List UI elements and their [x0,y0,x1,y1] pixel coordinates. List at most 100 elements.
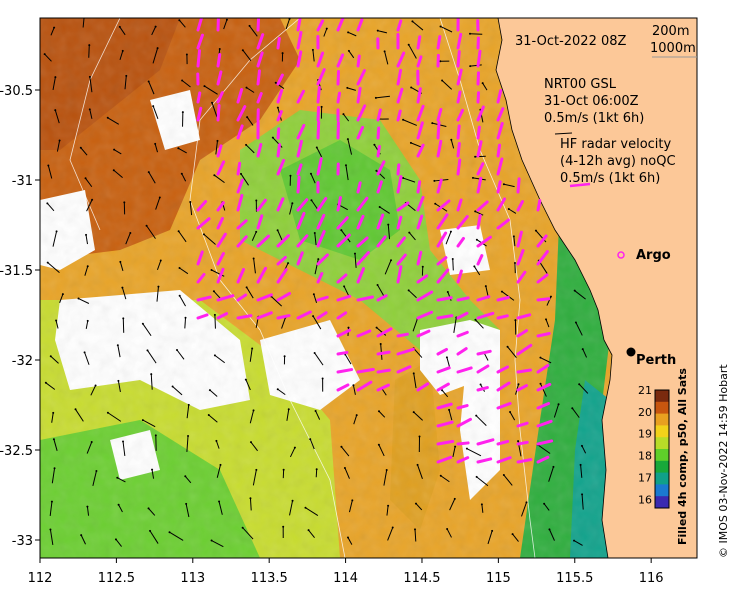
gsl-vector-head [474,155,477,158]
gsl-current-vector [289,203,293,215]
hf-radar-vector [256,311,273,320]
gsl-vector-head [320,105,323,108]
hf-radar-vector [396,87,404,104]
gsl-vector-head [312,293,315,296]
hf-radar-vector [296,175,301,194]
gsl-vector-head [312,315,315,318]
gsl-current-vector [246,87,255,93]
gsl-current-vector [314,232,317,246]
gsl-vector-head [141,322,144,325]
hf-radar-vector [496,296,510,302]
hf-radar-vector [296,123,306,140]
colorbar-swatch [655,425,669,438]
hf-radar-vector [516,230,523,248]
hf-radar-vector [336,311,348,320]
hf-radar-vector [296,139,303,158]
hf-radar-vector [196,106,203,122]
gsl-vector-head [125,74,128,77]
hf-radar-vector [376,327,393,338]
gsl-vector-head [157,285,160,288]
gsl-current-vector [483,352,489,361]
hf-radar-vector [436,231,448,248]
longitude-axis: 112 112.5 113 113.5 114 114.5 115 115.5 116 [28,558,664,586]
sst-colorbar: 21 20 19 18 17 16 [638,384,670,509]
hf-radar-vector [236,314,253,320]
gsl-current-vector [245,144,255,154]
gsl-vector-head [49,528,52,531]
gsl-vector-head [156,47,159,50]
lon-tick-label: 116 [639,571,664,586]
hf-radar-vector [496,107,505,122]
hf-radar-vector [296,211,306,230]
hf-radar-vector [416,143,425,158]
gsl-vector-head [106,411,109,414]
gsl-current-vector [204,85,218,95]
gsl-current-vector [387,527,394,541]
hf-radar-vector [456,347,468,356]
gsl-vector-head [178,19,181,22]
gsl-vector-head [507,208,510,211]
gsl-current-vector [49,529,54,545]
gsl-vector-head [373,143,376,146]
gsl-vector-head [390,259,393,262]
gsl-vector-head [147,80,150,83]
colorbar-tick-label: 20 [638,406,652,419]
hf-radar-vector [276,234,290,248]
gsl-current-vector [253,258,256,274]
hf-radar-vector [216,252,225,266]
gsl-vector-head [534,229,537,232]
lon-tick-label: 112.5 [98,571,135,586]
gsl-vector-head [408,231,411,234]
hf-radar-vector [376,144,381,158]
gsl-time: 31-Oct 06:00Z [544,94,639,109]
gsl-current-vector [408,289,417,299]
gsl-current-vector [581,494,584,510]
gsl-current-vector [46,203,55,212]
gsl-vector-head [573,539,576,542]
gsl-vector-head [416,463,419,466]
hf-radar-vector [216,267,225,284]
hf-radar-vector [516,384,528,392]
gsl-vector-head [150,373,153,376]
hf-radar-vector [396,163,401,176]
gsl-vector-head [414,502,417,505]
gsl-vector-head [475,238,478,241]
gsl-vector-head [321,377,324,380]
hf-radar-vector [436,314,454,320]
gsl-current-vector [487,530,493,545]
gsl-current-vector [412,318,418,332]
hf-radar-vector [296,50,303,68]
gsl-current-vector [75,409,84,422]
gsl-current-vector [209,389,218,397]
gsl-vector-head [184,316,187,319]
gsl-current-vector [440,26,453,33]
hf-radar-vector [316,253,329,266]
hf-radar-vector [456,330,469,338]
gsl-vector-head [291,499,294,502]
hf-radar-vector [456,417,473,428]
hf-radar-vector [396,347,415,356]
hf-radar-vector [336,216,349,230]
gsl-vector-head [117,379,120,382]
gsl-current-vector [408,232,416,241]
hf-radar-vector [316,68,326,86]
gsl-vector-head [346,86,349,89]
gsl-current-vector [501,291,515,301]
gsl-vector-head [310,199,313,202]
hf-radar-vector [416,195,425,212]
gsl-vector-head [355,414,358,417]
gsl-current-vector [513,236,516,247]
gsl-vector-head [581,493,584,496]
gsl-vector-head [304,506,307,509]
hf-radar-vector [536,363,550,374]
gsl-current-vector [84,352,90,365]
hf-radar-vector [316,213,326,230]
gsl-current-vector [353,414,358,425]
gsl-current-vector [86,199,93,212]
gsl-vector-head [91,198,94,201]
gsl-current-vector [343,113,350,122]
gsl-vector-head [276,229,279,232]
gsl-current-vector [573,540,583,546]
gsl-current-vector [122,441,126,456]
hf-radar-vector [356,251,370,266]
